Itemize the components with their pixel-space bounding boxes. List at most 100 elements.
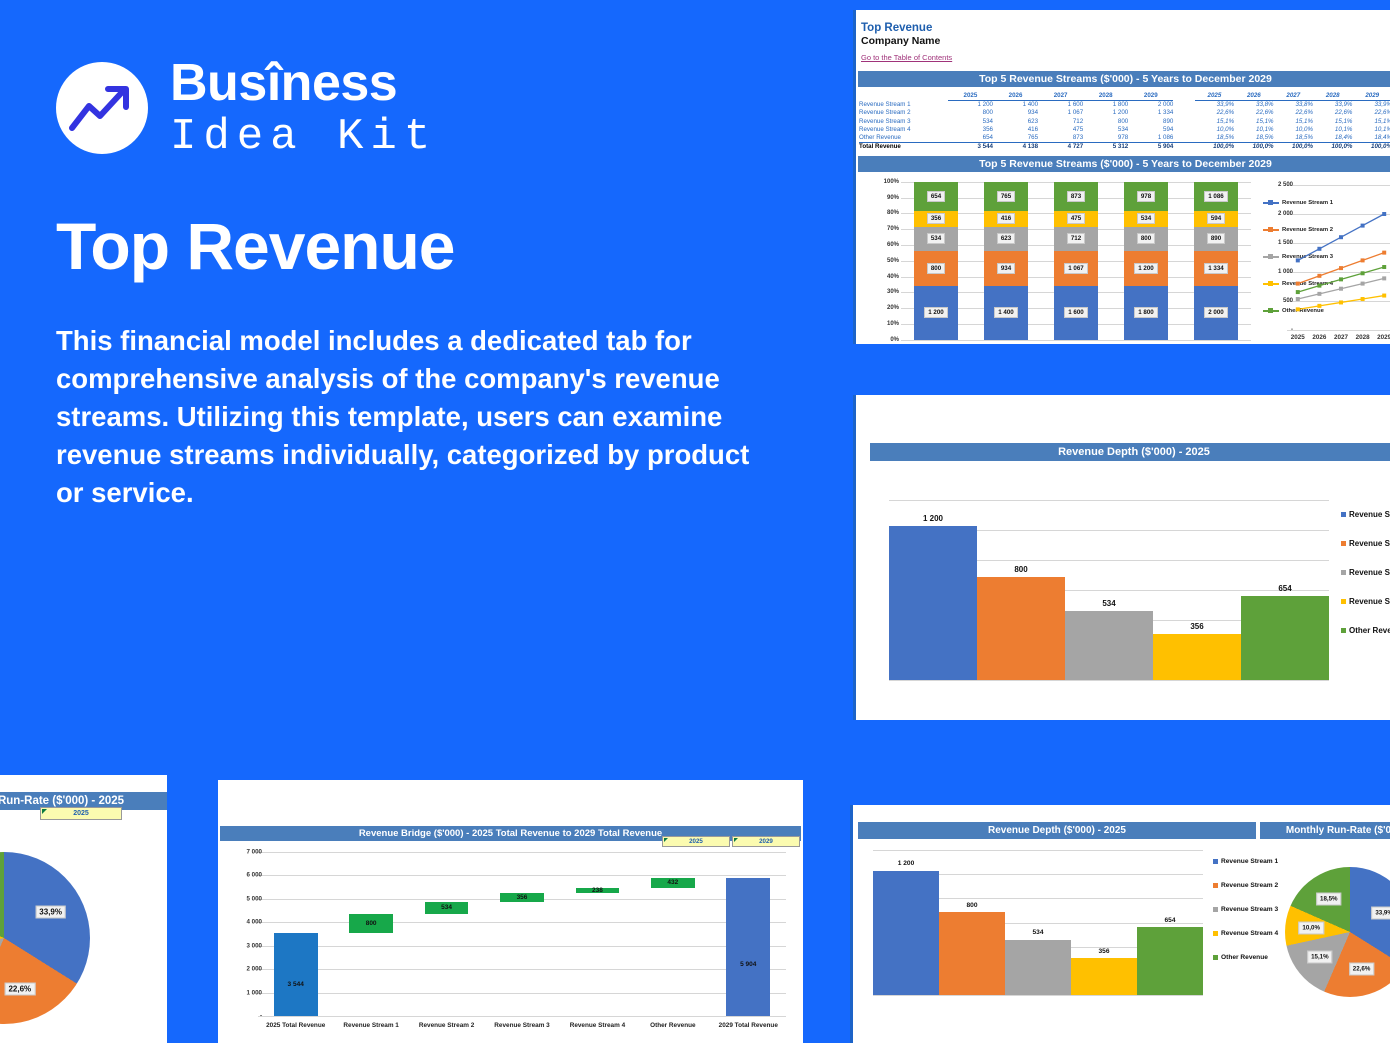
line-series-svg bbox=[1295, 212, 1387, 312]
depth-bar-label: 654 bbox=[1278, 583, 1292, 593]
revenue-depth-title: Revenue Depth ($'000) - 2025 bbox=[870, 443, 1390, 461]
stacked-bar-plot-area: 0% 10% 20% 30% 40% 50% 60% 70% 80% 90% 100% 1 200 80… bbox=[884, 179, 1333, 344]
stacked-segment: 534 bbox=[914, 226, 958, 251]
bridge-bar: 356 bbox=[500, 893, 544, 902]
stacked-y-tick: 0% bbox=[890, 336, 899, 343]
stacked-segment: 1 334 bbox=[1194, 250, 1238, 287]
legend-square bbox=[1213, 907, 1218, 912]
stacked-segment-label: 765 bbox=[996, 190, 1016, 202]
depth-gridline bbox=[889, 530, 1329, 531]
bottom-right-dashboard-card: Revenue Depth ($'000) - 2025 Monthly Run… bbox=[850, 805, 1390, 1043]
stacked-segment: 800 bbox=[1124, 226, 1168, 251]
line-x-tick: 2029 bbox=[1377, 334, 1390, 341]
bridge-y-tick: 3 000 bbox=[246, 942, 262, 950]
legend-line-marker bbox=[1263, 226, 1279, 232]
stacked-segment: 534 bbox=[1124, 210, 1168, 227]
bridge-bar: 238 bbox=[575, 887, 620, 894]
pie-slice-label: 33,9% bbox=[35, 905, 66, 919]
stacked-segment: 890 bbox=[1194, 226, 1238, 251]
stacked-segment-label: 534 bbox=[1136, 213, 1156, 225]
revenue-bridge-plot-area: - 1 000 2 000 3 000 4 000 5 000 6 000 7 000 3 54… bbox=[247, 849, 786, 1029]
depth-bar-label: 800 bbox=[1014, 565, 1028, 575]
legend-square bbox=[1213, 931, 1218, 936]
table-year-header-pct: 2027 bbox=[1273, 91, 1313, 101]
stacked-segment: 1 400 bbox=[984, 286, 1028, 340]
stacked-segment-label: 1 200 bbox=[924, 307, 948, 319]
stacked-segment-label: 1 067 bbox=[1064, 262, 1088, 274]
stacked-segment-label: 1 800 bbox=[1134, 307, 1158, 319]
bridge-bar: 534 bbox=[424, 901, 469, 915]
line-plot-area: - 500 1 000 1 500 2 000 2 500 2025 2026 2027 2028… bbox=[1278, 182, 1390, 341]
stacked-segment-label: 654 bbox=[926, 190, 946, 202]
brand-logo: Busîness Idea Kit bbox=[56, 57, 437, 159]
legend-label: Revenue Stream 4 bbox=[1221, 930, 1279, 937]
depth-legend-item: Revenue Stream 2 bbox=[1213, 882, 1278, 889]
depth-bar-label: 1 200 bbox=[922, 513, 944, 523]
stacked-column: 1 400 934 623 416 765 bbox=[984, 181, 1028, 340]
bridge-x-tick: Revenue Stream 1 bbox=[343, 1022, 399, 1029]
stacked-segment-label: 934 bbox=[996, 262, 1016, 274]
stacked-segment: 873 bbox=[1054, 181, 1098, 211]
stacked-gridline bbox=[901, 339, 1251, 341]
stacked-y-tick: 20% bbox=[886, 305, 899, 312]
depth-gridline bbox=[873, 995, 1203, 996]
revenue-depth-plot-area: 1 200 800 534 356 654 Revenue Stream 1 Revenue… bbox=[889, 500, 1390, 681]
legend-label: Revenue Stream 3 bbox=[1349, 568, 1390, 577]
bridge-x-tick: 2029 Total Revenue bbox=[718, 1022, 778, 1029]
depth-gridline bbox=[873, 874, 1203, 876]
br-revenue-depth-title: Revenue Depth ($'000) - 2025 bbox=[858, 822, 1256, 839]
depth-gridline bbox=[873, 922, 1203, 924]
br-revenue-depth-plot-area: 1 200 800 534 356 654 Revenue Stream 1 Revenue… bbox=[873, 850, 1278, 996]
legend-label: Revenue Stream 1 bbox=[1221, 858, 1279, 865]
revenue-depth-card: Revenue Depth ($'000) - 2025 1 200 800 534… bbox=[853, 395, 1390, 720]
line-gridline bbox=[1287, 185, 1390, 186]
bridge-to-year-dropdown[interactable]: 2029 bbox=[732, 836, 800, 847]
pie-slice-label: 15,1% bbox=[1307, 950, 1333, 964]
uptrend-chart-arrow-icon bbox=[56, 62, 148, 154]
depth-legend-item: Revenue Stream 3 bbox=[1213, 906, 1278, 913]
stacked-segment-label: 712 bbox=[1066, 233, 1086, 245]
depth-gridline bbox=[873, 898, 1203, 900]
depth-gridline bbox=[889, 500, 1329, 501]
revenue-bridge-title: Revenue Bridge ($'000) - 2025 Total Reve… bbox=[220, 826, 801, 841]
stacked-y-tick: 30% bbox=[886, 289, 899, 296]
stacked-segment: 1 200 bbox=[914, 286, 958, 340]
stacked-segment: 978 bbox=[1124, 181, 1168, 211]
legend-line-marker bbox=[1263, 280, 1279, 286]
bridge-from-year-dropdown[interactable]: 2025 bbox=[662, 836, 730, 847]
legend-square bbox=[1213, 955, 1218, 960]
line-x-tick: 2027 bbox=[1333, 334, 1349, 341]
legend-label: Revenue Stream 3 bbox=[1282, 253, 1334, 260]
stacked-segment: 594 bbox=[1194, 210, 1238, 227]
stacked-bar-chart: 0% 10% 20% 30% 40% 50% 60% 70% 80% 90% 100% 1 200 80… bbox=[853, 174, 1390, 344]
depth-bar bbox=[977, 577, 1065, 680]
bridge-bar: 800 bbox=[349, 914, 393, 933]
sheet-company-name: Company Name bbox=[861, 35, 941, 47]
stacked-legend-item: Revenue Stream 4 bbox=[1263, 280, 1333, 287]
card-left-edge bbox=[853, 10, 856, 344]
bridge-bar: 3 544 bbox=[273, 932, 318, 1016]
stacked-segment: 1 600 bbox=[1054, 286, 1098, 340]
bridge-gridline bbox=[258, 992, 786, 994]
stacked-segment-label: 800 bbox=[926, 262, 946, 274]
line-gridline bbox=[1287, 243, 1390, 244]
brand-name-secondary: Idea Kit bbox=[170, 112, 438, 162]
monthly-run-rate-card: Run-Rate ($'000) - 2025 2025 33,9%22,6%1… bbox=[0, 775, 167, 1043]
legend-square bbox=[1341, 541, 1346, 546]
toc-link[interactable]: Go to the Table of Contents bbox=[861, 53, 953, 62]
stacked-column: 1 200 800 534 356 654 bbox=[914, 181, 958, 340]
table-year-header-pct: 2026 bbox=[1234, 91, 1274, 101]
stacked-segment: 1 200 bbox=[1124, 250, 1168, 287]
legend-square bbox=[1213, 859, 1218, 864]
legend-line-marker bbox=[1263, 199, 1279, 205]
stacked-segment: 416 bbox=[984, 210, 1028, 227]
year-selector-dropdown[interactable]: 2025 bbox=[40, 807, 122, 820]
stacked-segment: 356 bbox=[914, 210, 958, 227]
stacked-segment-label: 475 bbox=[1066, 213, 1086, 225]
depth-bar bbox=[889, 525, 977, 680]
revenue-trend-line-chart: - 500 1 000 1 500 2 000 2 500 2025 2026 2027 2028… bbox=[1251, 175, 1390, 344]
bridge-gridline bbox=[258, 969, 786, 971]
stacked-column: 1 800 1 200 800 534 978 bbox=[1124, 181, 1168, 340]
stacked-y-tick: 40% bbox=[886, 273, 899, 280]
legend-label: Other Revenue bbox=[1221, 954, 1268, 961]
